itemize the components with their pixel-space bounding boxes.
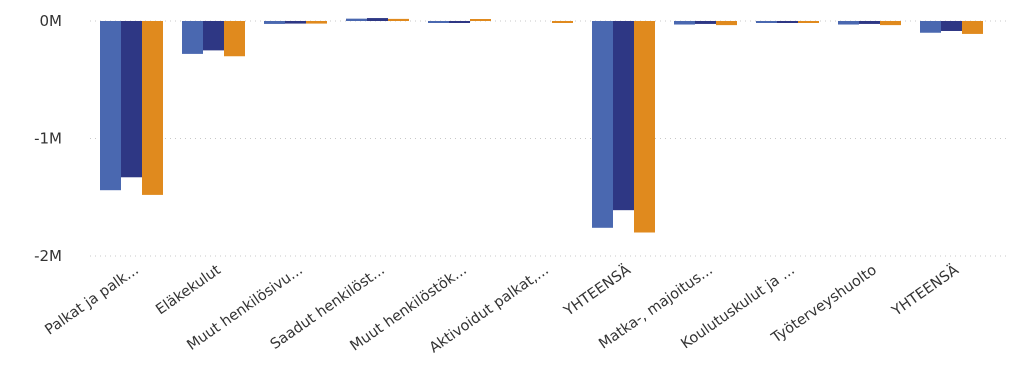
bar[interactable] (470, 19, 491, 21)
bar[interactable] (613, 21, 634, 211)
bar[interactable] (756, 21, 777, 23)
x-tick-label: YHTEENSÄ (559, 260, 633, 320)
bar[interactable] (777, 21, 798, 23)
y-tick-label: 0M (40, 12, 63, 30)
bar[interactable] (859, 21, 880, 24)
bar[interactable] (142, 21, 163, 195)
x-tick-label: Eläkekulut (153, 262, 224, 318)
bar[interactable] (388, 18, 409, 21)
y-axis: 0M -1M -2M (34, 12, 62, 265)
bar[interactable] (224, 21, 245, 57)
bar[interactable] (674, 21, 695, 25)
bar[interactable] (285, 21, 306, 24)
bar[interactable] (941, 21, 962, 31)
bar[interactable] (306, 21, 327, 24)
y-tick-label: -1M (34, 130, 62, 148)
bars (100, 18, 983, 233)
bar[interactable] (182, 21, 203, 54)
bar[interactable] (367, 18, 388, 21)
bar[interactable] (346, 18, 367, 21)
bar[interactable] (121, 21, 142, 178)
bar[interactable] (880, 21, 901, 26)
bar[interactable] (838, 21, 859, 25)
bar[interactable] (203, 21, 224, 51)
x-tick-label: Palkat ja palk... (42, 262, 141, 338)
grid-layer (90, 20, 1010, 257)
bar[interactable] (449, 21, 470, 23)
bar[interactable] (962, 21, 983, 34)
bar[interactable] (695, 21, 716, 24)
y-tick-label: -2M (34, 247, 62, 265)
bar[interactable] (100, 21, 121, 191)
bar[interactable] (428, 21, 449, 23)
x-tick-label: YHTEENSÄ (887, 260, 961, 320)
bar[interactable] (920, 21, 941, 33)
bar[interactable] (716, 21, 737, 26)
bar[interactable] (592, 21, 613, 228)
bar[interactable] (552, 21, 573, 23)
bar[interactable] (634, 21, 655, 233)
bar[interactable] (798, 21, 819, 23)
bar[interactable] (264, 21, 285, 24)
